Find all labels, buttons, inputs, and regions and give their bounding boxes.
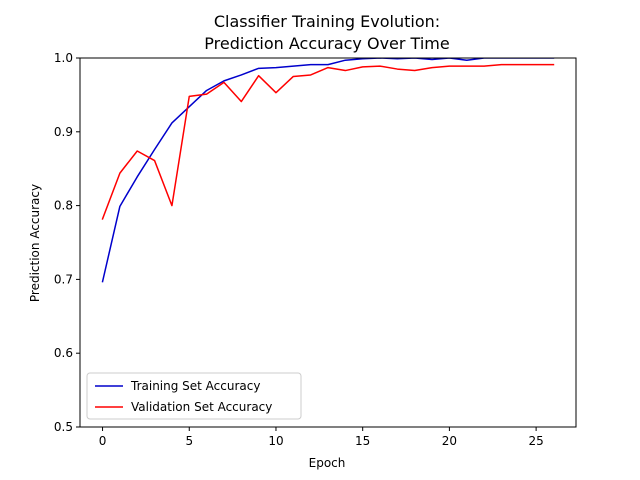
x-tick-label: 5 bbox=[185, 434, 193, 448]
chart-title-line1: Classifier Training Evolution: bbox=[214, 12, 440, 31]
legend-label-validation: Validation Set Accuracy bbox=[131, 400, 272, 414]
x-tick-label: 15 bbox=[355, 434, 370, 448]
y-tick-label: 0.8 bbox=[54, 199, 73, 213]
y-tick-label: 1.0 bbox=[54, 51, 73, 65]
axes-group: 0 5 10 15 20 25 0.5 0.6 0.7 0.8 0.9 1.0 bbox=[54, 51, 577, 448]
plot-series-group bbox=[101, 58, 555, 283]
y-tick-label: 0.9 bbox=[54, 125, 73, 139]
y-tick-label: 0.5 bbox=[54, 420, 73, 434]
x-axis-label: Epoch bbox=[309, 456, 346, 470]
x-tick-label: 0 bbox=[99, 434, 107, 448]
x-tick-label: 25 bbox=[528, 434, 543, 448]
series-line-training bbox=[101, 58, 555, 283]
y-tick-label: 0.6 bbox=[54, 346, 73, 360]
legend: Training Set Accuracy Validation Set Accu… bbox=[86, 372, 302, 420]
plot-frame bbox=[79, 57, 577, 428]
x-tick-label: 20 bbox=[442, 434, 457, 448]
series-line-validation bbox=[101, 63, 555, 220]
y-tick-label: 0.7 bbox=[54, 272, 73, 286]
chart-title-line2: Prediction Accuracy Over Time bbox=[204, 34, 449, 53]
y-axis-label: Prediction Accuracy bbox=[28, 184, 42, 302]
x-tick-label: 10 bbox=[268, 434, 283, 448]
legend-label-training: Training Set Accuracy bbox=[130, 379, 260, 393]
legend-frame bbox=[86, 372, 302, 420]
